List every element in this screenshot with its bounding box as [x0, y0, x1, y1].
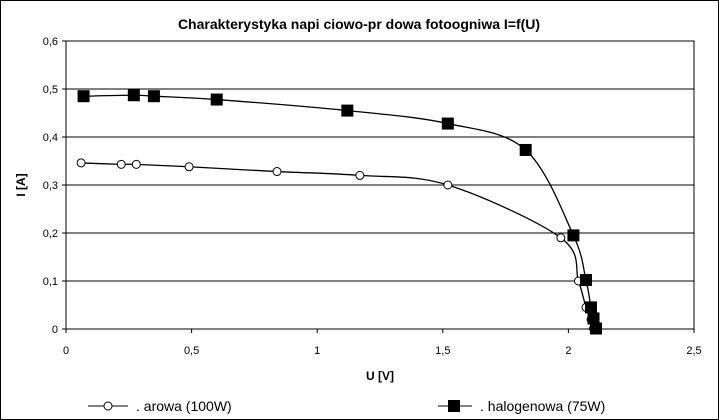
data-point-s1-11: [590, 322, 603, 335]
y-tick-label-4: 0,4: [43, 132, 58, 144]
x-tick-label-0: 0: [63, 345, 69, 357]
x-tick-label-4: 2: [565, 345, 571, 357]
y-tick-label-1: 0,1: [43, 276, 58, 288]
legend-item-zarowa: . arowa (100W): [88, 398, 232, 414]
x-axis-label: U [V]: [366, 369, 394, 383]
data-point-s1-9: [585, 301, 598, 314]
series-1: [77, 89, 603, 335]
data-point-s0-7: [556, 233, 566, 243]
legend-marker-square: [448, 400, 460, 412]
data-point-s1-7: [567, 229, 580, 242]
data-point-s0-2: [131, 159, 141, 169]
grid: [66, 40, 694, 282]
data-point-s1-4: [341, 104, 354, 117]
x-tick-label-5: 2,5: [686, 345, 701, 357]
y-tick-label-5: 0,5: [43, 84, 58, 96]
legend: . arowa (100W) . halogenowa (75W): [88, 398, 605, 414]
y-tick-label-0: 0: [52, 324, 58, 336]
legend-marker-circle: [103, 401, 113, 411]
x-axis: 0 0,5 1 1,5 2 2,5: [63, 329, 702, 357]
x-tick-label-3: 1,5: [435, 345, 450, 357]
data-point-s1-1: [127, 89, 140, 102]
x-tick-label-1: 0,5: [184, 345, 199, 357]
data-point-s1-10: [587, 312, 600, 325]
data-point-s1-6: [519, 143, 532, 156]
data-point-s0-1: [116, 159, 126, 169]
data-point-s1-3: [210, 93, 223, 106]
y-axis: 0 0,1 0,2 0,3 0,4 0,5 0,6: [43, 36, 66, 336]
y-tick-label-3: 0,3: [43, 180, 58, 192]
data-point-s1-5: [441, 117, 454, 130]
x-tick-label-2: 1: [314, 345, 320, 357]
legend-label-halogenowa: . halogenowa (75W): [480, 398, 605, 414]
series-line-1: [83, 94, 597, 329]
data-point-s1-2: [147, 90, 160, 103]
y-tick-label-6: 0,6: [43, 36, 58, 48]
data-point-s1-0: [77, 90, 90, 103]
y-axis-label: I [A]: [14, 173, 28, 196]
data-point-s0-0: [76, 158, 86, 168]
data-point-s1-8: [579, 274, 592, 287]
chart-title: Charakterystyka napi ciowo-pr dowa fotoo…: [178, 16, 540, 32]
series-layer: [76, 89, 603, 335]
series-line-0: [81, 162, 595, 329]
data-point-s0-6: [443, 180, 453, 190]
data-point-s0-3: [184, 162, 194, 172]
data-point-s0-5: [355, 170, 365, 180]
legend-label-zarowa: . arowa (100W): [136, 398, 232, 414]
y-tick-label-2: 0,2: [43, 228, 58, 240]
data-point-s0-4: [272, 167, 282, 177]
legend-item-halogenowa: . halogenowa (75W): [438, 398, 605, 414]
